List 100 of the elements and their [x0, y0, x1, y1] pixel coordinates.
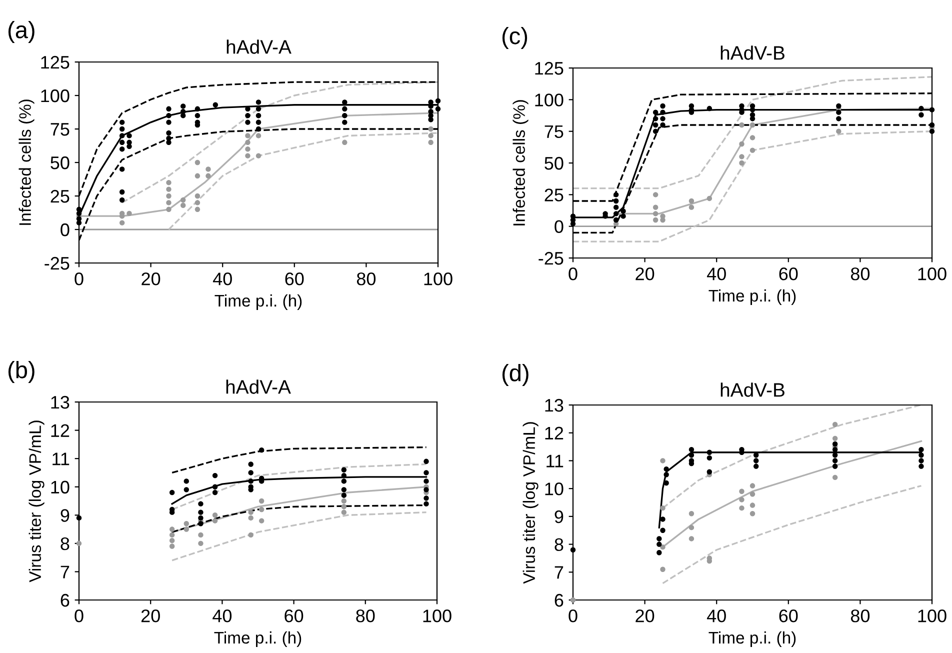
y-axis-title: Virus titer (log VP/mL): [522, 422, 538, 584]
point: [258, 447, 264, 453]
line-series: [168, 132, 438, 230]
point: [166, 113, 172, 118]
x-tick-label: 0: [568, 610, 578, 622]
point: [435, 98, 441, 104]
point: [750, 107, 756, 112]
point: [706, 106, 712, 112]
point: [929, 107, 935, 112]
point: [184, 487, 189, 492]
point: [180, 113, 186, 118]
point: [652, 211, 658, 216]
y-tick-label: 9: [554, 510, 564, 524]
point: [341, 498, 347, 504]
point: [180, 197, 186, 203]
point: [739, 497, 744, 502]
point: [929, 128, 935, 134]
y-tick-label: 12: [51, 424, 70, 437]
x-tick-label: 60: [285, 272, 304, 286]
point: [256, 106, 262, 112]
text: (c): [502, 26, 528, 49]
y-tick-label: 7: [60, 566, 70, 578]
point: [166, 193, 172, 199]
y-axis-title: Infected cells (%): [512, 100, 528, 226]
point: [435, 106, 441, 112]
y-tick-label: 100: [41, 89, 70, 102]
line-series: [171, 446, 428, 474]
point: [169, 532, 175, 538]
line-series: [121, 81, 438, 204]
point: [212, 490, 218, 496]
point: [739, 505, 744, 511]
x-axis-title: Time p.i. (h): [214, 631, 302, 647]
point: [184, 521, 189, 526]
point: [652, 204, 658, 210]
point: [918, 112, 924, 118]
x-axis-title: Time p.i. (h): [214, 294, 302, 310]
point: [836, 110, 842, 115]
x-tick-label: 100: [424, 272, 452, 286]
point: [342, 140, 348, 145]
point: [342, 106, 348, 112]
point: [750, 148, 756, 153]
point: [428, 117, 434, 122]
text: (d): [502, 364, 528, 386]
point: [180, 104, 186, 109]
point: [341, 510, 347, 515]
x-tick-label: 80: [356, 272, 376, 286]
point: [256, 126, 262, 132]
point: [166, 140, 172, 145]
point: [688, 198, 694, 204]
point: [206, 166, 211, 172]
x-tick-label: 0: [74, 272, 84, 286]
point: [660, 505, 666, 511]
y-tick-label: 75: [544, 125, 564, 138]
y-tick-label: 13: [51, 396, 70, 409]
point: [688, 204, 694, 210]
point: [836, 103, 842, 109]
point: [832, 422, 838, 428]
y-tick-label: 13: [545, 398, 564, 412]
point: [245, 120, 250, 125]
point: [169, 538, 175, 544]
chart-title: hAdV-B: [720, 382, 784, 397]
point: [245, 153, 250, 158]
y-tick-label: 0: [60, 223, 70, 236]
y-tick-label: 7: [554, 566, 564, 579]
point: [342, 120, 348, 125]
point: [184, 526, 189, 532]
point: [750, 511, 756, 516]
line-series: [573, 76, 932, 190]
point: [424, 458, 429, 464]
point: [656, 542, 662, 547]
point: [169, 490, 175, 496]
point: [706, 196, 712, 202]
point: [753, 458, 759, 464]
y-tick-label: 8: [554, 538, 564, 552]
point: [245, 133, 250, 138]
point: [688, 446, 694, 452]
x-tick-label: 80: [850, 610, 870, 622]
x-tick-label: 100: [918, 610, 946, 622]
y-tick-label: 50: [50, 156, 70, 170]
y-axis-title: Infected cells (%): [18, 100, 34, 225]
x-tick-label: 60: [779, 268, 798, 280]
point: [258, 506, 264, 512]
point: [652, 192, 658, 198]
chart-title: hAdV-B: [720, 46, 784, 60]
point: [341, 472, 347, 478]
point: [194, 106, 200, 112]
point: [76, 540, 82, 546]
y-tick-label: 6: [60, 594, 70, 607]
y-tick-label: 75: [50, 123, 70, 136]
point: [652, 128, 658, 134]
point: [341, 478, 347, 484]
point: [424, 501, 429, 506]
point: [613, 204, 619, 210]
point: [613, 198, 619, 204]
y-tick-label: 100: [535, 94, 564, 106]
y-axis-title: Virus titer (log VP/mL): [28, 420, 44, 582]
point: [180, 202, 186, 208]
point: [660, 103, 666, 109]
point: [652, 122, 658, 128]
x-tick-label: 80: [356, 610, 375, 622]
